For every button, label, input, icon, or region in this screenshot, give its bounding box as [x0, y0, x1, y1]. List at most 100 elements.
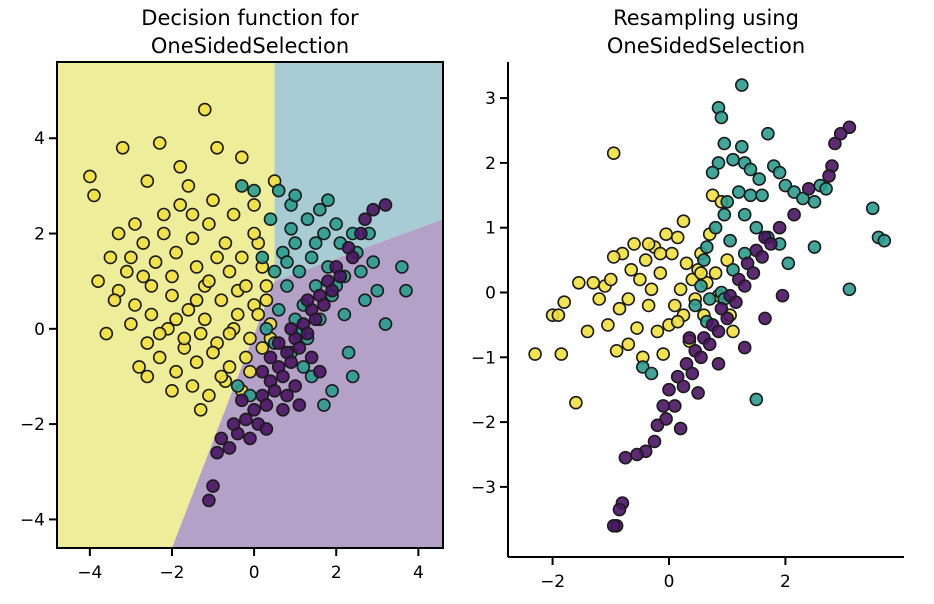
data-point	[259, 293, 274, 308]
y-axis-ticks: −4 −2 0 2 4	[20, 129, 57, 530]
data-point	[399, 283, 413, 298]
data-point	[624, 262, 639, 277]
data-point	[124, 317, 138, 331]
data-point	[144, 307, 159, 322]
data-point	[569, 395, 583, 410]
data-point	[280, 279, 294, 293]
data-point	[193, 326, 208, 341]
data-point	[333, 269, 348, 284]
data-point	[144, 279, 159, 293]
data-point	[165, 383, 179, 398]
data-point	[325, 283, 339, 298]
data-point	[169, 245, 183, 260]
data-point	[198, 312, 212, 327]
data-point	[702, 292, 717, 306]
data-point	[650, 324, 665, 339]
series-purple	[202, 198, 393, 508]
data-point	[606, 146, 621, 160]
data-point	[822, 169, 836, 183]
x-tick-label: 0	[664, 572, 675, 592]
data-point	[280, 255, 294, 269]
data-point	[296, 360, 311, 374]
data-point	[606, 250, 621, 264]
data-point	[772, 165, 787, 180]
y-tick-label: 4	[34, 129, 45, 149]
data-point	[694, 266, 708, 280]
y-tick-label: −1	[471, 348, 496, 368]
data-point	[586, 275, 601, 290]
data-point	[267, 383, 282, 398]
data-point	[656, 399, 671, 413]
data-point	[222, 326, 237, 341]
chart-title-line-1: Resampling using	[613, 6, 799, 30]
data-point	[140, 174, 155, 188]
data-point	[185, 379, 200, 393]
data-point	[247, 183, 261, 198]
data-point	[702, 337, 717, 352]
data-point	[662, 382, 676, 397]
data-point	[737, 340, 752, 355]
data-point	[230, 379, 245, 393]
y-tick-label: 0	[485, 284, 496, 304]
decision-region-purple	[172, 219, 443, 548]
data-point	[325, 383, 339, 398]
data-point	[580, 324, 595, 339]
data-point	[679, 356, 694, 371]
data-point	[659, 227, 673, 241]
data-point	[606, 518, 621, 533]
data-point	[284, 222, 298, 236]
data-point	[551, 308, 566, 323]
data-point	[300, 326, 315, 341]
data-point	[720, 253, 735, 267]
data-point	[699, 240, 714, 254]
data-point	[688, 298, 703, 313]
data-point	[366, 255, 381, 269]
data-point	[136, 269, 150, 284]
data-point	[554, 347, 569, 361]
data-point	[708, 266, 723, 280]
data-point	[670, 369, 685, 384]
data-point	[395, 260, 409, 274]
data-point	[202, 493, 216, 508]
data-point	[673, 282, 688, 297]
data-point	[271, 302, 286, 317]
y-tick-label: −4	[20, 510, 45, 530]
data-point	[284, 321, 298, 336]
x-tick-label: 0	[249, 563, 260, 583]
decision-function-panel: Decision function for OneSidedSelection …	[20, 6, 444, 583]
data-point	[740, 256, 755, 271]
data-point	[781, 256, 796, 271]
scatter-points	[528, 78, 892, 533]
data-point	[329, 217, 344, 231]
data-point	[801, 182, 816, 196]
data-point	[235, 150, 249, 165]
data-point	[128, 217, 142, 231]
data-point	[132, 360, 146, 374]
data-point	[202, 217, 216, 231]
y-tick-label: 1	[485, 219, 496, 239]
data-point	[284, 355, 298, 370]
data-point	[676, 214, 691, 228]
data-point	[679, 256, 694, 271]
data-point	[259, 279, 274, 293]
data-point	[749, 220, 764, 235]
data-point	[243, 431, 257, 446]
x-axis-ticks: −4 −2 0 2 4	[77, 548, 424, 583]
x-tick-label: 2	[780, 572, 791, 592]
data-point	[673, 421, 688, 436]
data-point	[222, 441, 237, 455]
series-yellow	[83, 102, 282, 417]
data-point	[317, 298, 331, 312]
data-point	[292, 341, 307, 355]
data-point	[157, 207, 171, 222]
data-point	[181, 302, 196, 317]
data-point	[206, 345, 220, 360]
data-point	[189, 293, 204, 308]
data-point	[731, 185, 746, 199]
data-point	[321, 193, 335, 207]
data-point	[370, 283, 385, 298]
data-point	[641, 298, 656, 313]
data-point	[292, 398, 307, 412]
data-point	[152, 350, 167, 365]
data-point	[358, 212, 372, 226]
